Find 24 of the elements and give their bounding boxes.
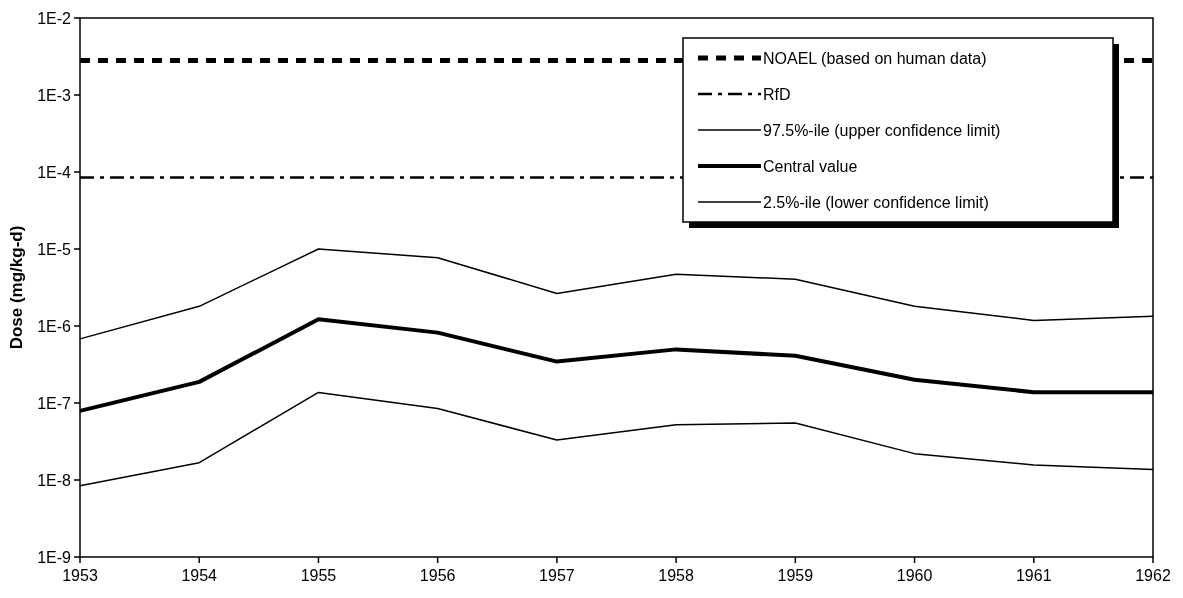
y-tick-label: 1E-9 bbox=[37, 548, 72, 566]
x-tick-label: 1962 bbox=[1135, 567, 1171, 584]
x-tick-label: 1959 bbox=[777, 567, 814, 584]
legend-label: 2.5%-ile (lower confidence limit) bbox=[763, 193, 989, 211]
y-tick-label: 1E-3 bbox=[37, 86, 72, 104]
y-axis-title: Dose (mg/kg-d) bbox=[7, 225, 26, 350]
y-tick-label: 1E-5 bbox=[37, 240, 72, 258]
x-tick-label: 1960 bbox=[896, 567, 933, 584]
x-tick-label: 1958 bbox=[658, 567, 695, 584]
ref-line-label: NOAEL (based on human data) bbox=[763, 49, 987, 67]
legend-label: 97.5%-ile (upper confidence limit) bbox=[763, 121, 1001, 139]
x-tick-label: 1955 bbox=[300, 567, 337, 584]
x-tick-label: 1956 bbox=[419, 567, 456, 584]
y-tick-label: 1E-6 bbox=[37, 317, 72, 335]
x-tick-label: 1953 bbox=[62, 567, 98, 584]
legend-label: RfD bbox=[763, 85, 791, 103]
legend-label: Central value bbox=[763, 157, 858, 175]
x-tick-label: 1954 bbox=[181, 567, 218, 584]
y-tick-label: 1E-2 bbox=[37, 9, 72, 27]
y-tick-label: 1E-8 bbox=[37, 471, 72, 489]
x-tick-label: 1961 bbox=[1015, 567, 1052, 584]
x-tick-label: 1957 bbox=[539, 567, 575, 584]
y-tick-label: 1E-4 bbox=[37, 163, 72, 181]
y-tick-label: 1E-7 bbox=[37, 394, 72, 412]
